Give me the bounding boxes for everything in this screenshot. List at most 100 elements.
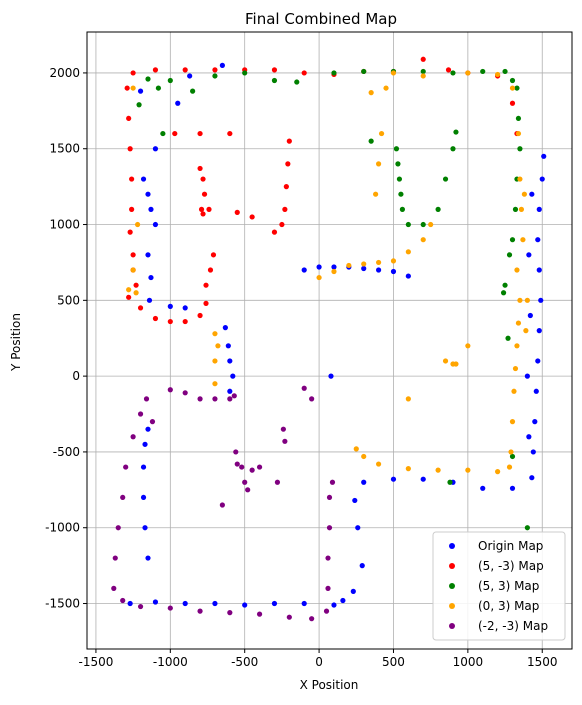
data-point	[396, 176, 403, 182]
data-point	[393, 146, 400, 152]
axis-ticks: -1500 -1000 -500 0 500 1000 1500 -1500 -1000 -500…	[45, 66, 557, 669]
data-point	[517, 297, 523, 303]
data-point	[201, 191, 208, 197]
legend-marker	[449, 563, 455, 569]
data-point	[316, 264, 322, 270]
data-point	[206, 206, 212, 212]
data-point	[242, 602, 248, 608]
data-point	[197, 130, 203, 137]
series-1	[127, 62, 547, 608]
data-point	[231, 393, 237, 399]
data-point	[536, 328, 542, 334]
y-tick-label: -500	[53, 445, 80, 459]
data-point	[219, 62, 225, 68]
data-point	[126, 115, 132, 122]
data-point	[420, 56, 426, 62]
data-point	[524, 297, 530, 303]
data-point	[127, 600, 133, 607]
data-point	[256, 611, 263, 617]
legend-marker	[449, 543, 455, 549]
data-point	[148, 206, 154, 212]
data-point	[283, 184, 289, 190]
data-point	[500, 290, 507, 296]
data-point	[506, 252, 513, 258]
data-point	[212, 396, 218, 402]
data-point	[227, 396, 233, 402]
data-point	[225, 343, 231, 349]
data-point	[420, 68, 426, 75]
data-point	[130, 434, 136, 440]
data-point	[325, 555, 331, 561]
data-point	[239, 464, 245, 470]
data-point	[140, 176, 147, 182]
data-point	[120, 597, 126, 604]
data-point	[143, 396, 150, 402]
data-point	[152, 315, 159, 322]
data-point	[245, 487, 251, 493]
y-tick-label: 2000	[49, 66, 80, 80]
data-point	[517, 176, 523, 182]
data-point	[127, 146, 133, 152]
data-point	[227, 610, 233, 616]
data-point	[518, 206, 525, 212]
data-point	[175, 100, 181, 106]
data-point	[420, 73, 426, 79]
data-point	[120, 494, 126, 501]
data-point	[215, 343, 221, 349]
data-point	[390, 70, 397, 76]
y-tick-label: 500	[57, 293, 80, 307]
data-point	[137, 305, 144, 311]
y-tick-label: 1500	[49, 142, 80, 156]
data-point	[133, 290, 139, 296]
data-point	[167, 605, 173, 611]
data-point	[230, 373, 236, 379]
data-point	[200, 176, 206, 182]
data-point	[219, 502, 225, 508]
data-point	[242, 70, 248, 76]
data-point	[149, 419, 156, 425]
data-point	[227, 388, 233, 394]
data-point	[210, 252, 217, 258]
data-point	[146, 297, 153, 303]
grid-lines	[87, 32, 572, 649]
data-point	[134, 221, 141, 228]
data-point	[361, 261, 367, 267]
data-point	[136, 102, 142, 108]
data-point	[368, 90, 374, 96]
data-point	[512, 206, 519, 212]
data-point	[197, 396, 203, 402]
data-point	[282, 438, 288, 444]
data-point	[509, 237, 516, 243]
data-point	[234, 461, 240, 467]
data-point	[182, 390, 188, 396]
data-point	[530, 449, 536, 455]
data-point	[160, 130, 166, 137]
data-point	[140, 494, 147, 501]
y-tick-label: -1500	[45, 597, 80, 611]
data-point	[137, 603, 144, 610]
data-point	[167, 387, 173, 393]
data-point	[361, 265, 367, 272]
data-point	[212, 331, 218, 337]
data-point	[140, 464, 147, 470]
data-point	[142, 525, 148, 531]
data-point	[198, 206, 205, 212]
data-point	[368, 138, 374, 144]
chart-title: Final Combined Map	[245, 10, 397, 28]
data-point	[271, 600, 278, 607]
data-point	[405, 273, 411, 279]
data-point	[353, 446, 359, 452]
data-point	[126, 287, 132, 293]
y-tick-label: -1000	[45, 521, 80, 535]
data-point	[502, 68, 508, 75]
data-point	[515, 320, 522, 326]
data-point	[271, 77, 278, 84]
data-point	[390, 476, 397, 482]
data-point	[361, 453, 367, 460]
data-point	[145, 191, 151, 197]
data-point	[539, 176, 545, 182]
data-point	[480, 68, 486, 75]
data-point	[420, 476, 426, 482]
